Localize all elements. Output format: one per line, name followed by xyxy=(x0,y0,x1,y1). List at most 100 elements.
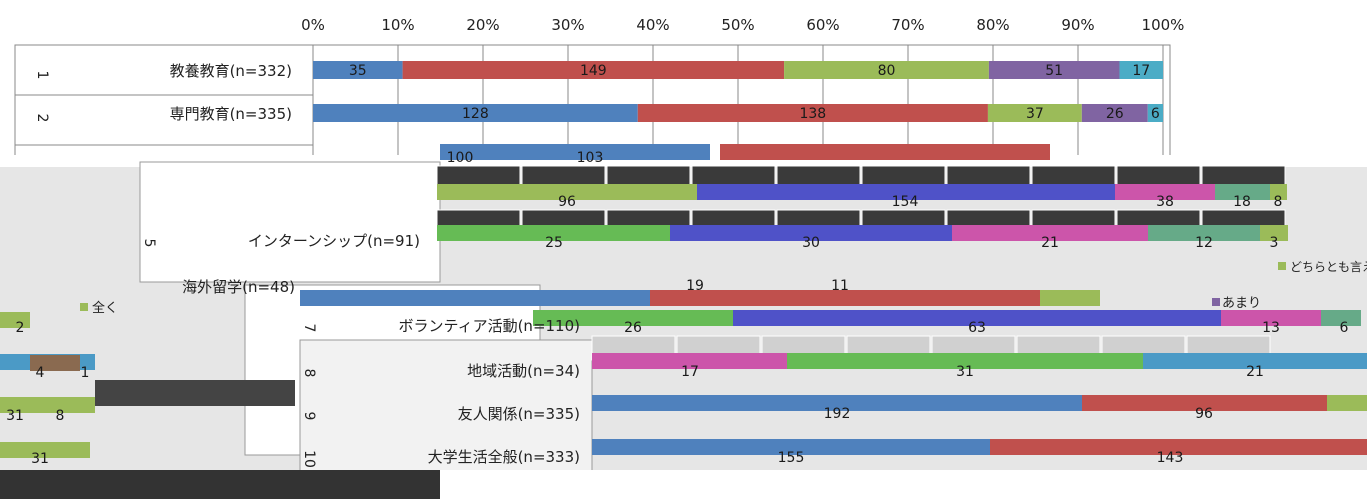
data-label: 149 xyxy=(580,63,607,79)
glitch-band xyxy=(139,161,441,283)
category-label: 地域活動(n=34) xyxy=(467,362,580,380)
bar-segment xyxy=(988,61,1120,79)
x-tick-label: 40% xyxy=(636,16,669,34)
glitch-bar xyxy=(300,290,650,306)
data-label: 13 xyxy=(1262,320,1280,336)
glitch-bar xyxy=(440,144,710,160)
glitch-bar xyxy=(0,312,30,328)
glitch-bar xyxy=(1148,225,1260,241)
row-number: 1 xyxy=(34,71,50,80)
data-label: 2 xyxy=(16,320,25,336)
glitch-bar xyxy=(1327,395,1367,411)
glitch-band xyxy=(95,380,295,406)
glitch-bar xyxy=(720,144,1050,160)
glitch-bar xyxy=(1270,184,1287,200)
row-number: 5 xyxy=(141,239,157,248)
x-tick-label: 90% xyxy=(1061,16,1094,34)
data-label: 4 xyxy=(36,365,45,381)
data-label: 51 xyxy=(1045,63,1063,79)
data-label: 11 xyxy=(831,278,849,294)
bar-segment xyxy=(313,61,403,79)
data-label: 19 xyxy=(686,278,704,294)
glitch-band xyxy=(440,470,1367,499)
data-label: 6 xyxy=(1151,106,1160,122)
data-label: 143 xyxy=(1157,450,1184,466)
data-label: 80 xyxy=(878,63,896,79)
legend-swatch xyxy=(1278,262,1286,270)
x-tick-label: 70% xyxy=(891,16,924,34)
category-label: 大学生活全般(n=333) xyxy=(428,448,580,466)
data-label: 26 xyxy=(1106,106,1124,122)
x-tick-label: 30% xyxy=(551,16,584,34)
glitch-bar xyxy=(0,442,90,458)
glitch-bar xyxy=(1115,184,1215,200)
glitch-bar xyxy=(592,439,990,455)
row-number: 9 xyxy=(301,412,317,421)
glitch-bar xyxy=(437,184,697,200)
legend-label: 全く xyxy=(92,300,118,316)
data-label: 31 xyxy=(6,408,24,424)
data-label: 6 xyxy=(1340,320,1349,336)
x-tick-label: 50% xyxy=(721,16,754,34)
x-tick-label: 0% xyxy=(301,16,325,34)
x-tick-label: 60% xyxy=(806,16,839,34)
category-label: インターンシップ(n=91) xyxy=(248,232,420,250)
glitch-bar xyxy=(952,225,1148,241)
data-label: 17 xyxy=(1132,63,1150,79)
data-label: 31 xyxy=(31,451,49,467)
glitch-bar xyxy=(1321,310,1361,326)
data-label: 63 xyxy=(968,320,986,336)
bar-segment xyxy=(313,104,638,122)
bar-segment xyxy=(1119,61,1163,79)
data-label: 192 xyxy=(824,406,851,422)
glitch-bar xyxy=(1215,184,1270,200)
glitch-bar xyxy=(1143,353,1367,369)
legend-swatch xyxy=(80,303,88,311)
row-number: 2 xyxy=(34,114,50,123)
data-label: 21 xyxy=(1246,364,1264,380)
data-label: 3 xyxy=(1270,235,1279,251)
data-label: 30 xyxy=(802,235,820,251)
x-tick-label: 100% xyxy=(1142,16,1185,34)
glitch-bar xyxy=(592,395,1082,411)
data-label: 35 xyxy=(349,63,367,79)
row-number: 7 xyxy=(301,324,317,333)
category-label: 海外留学(n=48) xyxy=(182,278,295,296)
glitch-bar xyxy=(1260,225,1288,241)
glitch-bar xyxy=(670,225,952,241)
data-label: 38 xyxy=(1156,194,1174,210)
glitch-bar xyxy=(0,397,95,413)
glitch-bar xyxy=(650,290,1040,306)
category-label: 専門教育(n=335) xyxy=(170,105,292,123)
legend-label: どちらとも言えない xyxy=(1290,260,1367,274)
data-label: 103 xyxy=(577,150,604,166)
glitch-bar xyxy=(437,225,670,241)
data-label: 26 xyxy=(624,320,642,336)
glitch-bar xyxy=(787,353,1143,369)
bar-segment xyxy=(1147,104,1163,122)
glitch-band xyxy=(0,470,440,499)
data-label: 155 xyxy=(778,450,805,466)
glitch-bar xyxy=(697,184,1115,200)
data-label: 128 xyxy=(462,106,489,122)
data-label: 12 xyxy=(1195,235,1213,251)
data-label: 138 xyxy=(799,106,826,122)
x-tick-label: 80% xyxy=(976,16,1009,34)
glitch-bar xyxy=(1082,395,1327,411)
bar-segment xyxy=(1081,104,1148,122)
bar-segment xyxy=(637,104,988,122)
glitch-bar xyxy=(533,310,733,326)
data-label: 17 xyxy=(681,364,699,380)
data-label: 154 xyxy=(892,194,919,210)
glitch-bar xyxy=(1040,290,1100,306)
data-label: 1 xyxy=(81,365,90,381)
data-label: 25 xyxy=(545,235,563,251)
data-label: 21 xyxy=(1041,235,1059,251)
data-label: 96 xyxy=(558,194,576,210)
legend-label: あまり xyxy=(1222,296,1261,311)
category-label: ボランティア活動(n=110) xyxy=(398,317,580,335)
glitch-overlay: インターンシップ(n=91) 5 ボランティア活動(n=110) 7 地域活動(n=34… xyxy=(0,144,1367,499)
legend-swatch xyxy=(1212,298,1220,306)
x-tick-label: 20% xyxy=(466,16,499,34)
